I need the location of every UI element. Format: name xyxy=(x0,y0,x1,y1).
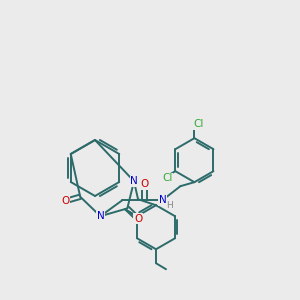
Text: N: N xyxy=(97,211,104,221)
Text: N: N xyxy=(130,176,138,186)
Text: H: H xyxy=(166,201,173,210)
Text: N: N xyxy=(158,195,166,205)
Text: O: O xyxy=(140,179,148,189)
Text: O: O xyxy=(62,196,70,206)
Text: O: O xyxy=(134,214,142,224)
Text: Cl: Cl xyxy=(193,119,204,129)
Text: Cl: Cl xyxy=(162,173,172,183)
